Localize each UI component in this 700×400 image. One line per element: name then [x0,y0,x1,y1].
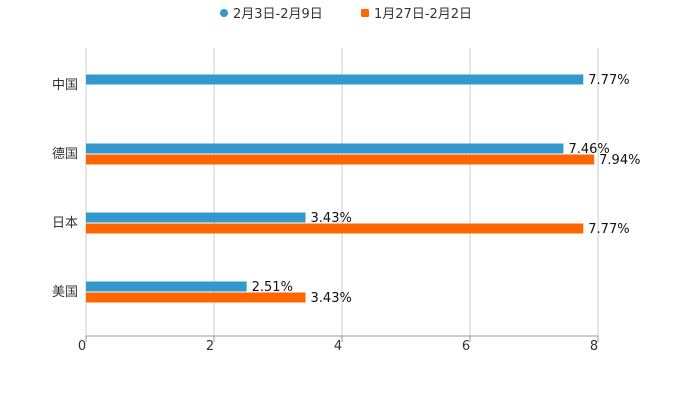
category-label: 德国 [52,147,78,162]
data-label: 2.51% [252,280,293,295]
bar-series1 [86,74,584,85]
bar-series1 [86,281,247,292]
legend: 2月3日-2月9日 1月27日-2月2日 [220,7,472,22]
x-tick-label: 8 [590,339,598,354]
data-label: 7.46% [568,142,609,157]
legend-marker-series2 [361,9,369,17]
data-label: 3.43% [311,211,352,226]
x-tick-label: 2 [206,339,214,354]
category-label: 中国 [52,78,78,93]
data-label: 7.94% [599,153,640,168]
legend-label[interactable]: 1月27日-2月2日 [374,7,472,22]
axes: 0 2 4 6 8 [78,335,599,354]
bar-series2 [86,292,306,303]
bar-series2 [86,223,584,234]
x-tick-label: 6 [462,339,470,354]
legend-label[interactable]: 2月3日-2月9日 [233,7,323,22]
x-tick-label: 4 [334,339,342,354]
category-label: 日本 [52,216,78,231]
category-label: 美国 [52,285,78,300]
bar-series1 [86,212,306,223]
legend-marker-series1 [220,9,228,17]
data-label: 7.77% [588,73,629,88]
bar-series2 [86,154,595,165]
bars-group [86,74,595,303]
data-label: 7.77% [588,222,629,237]
bar-series1 [86,143,564,154]
data-label: 3.43% [311,291,352,306]
x-tick-label: 0 [78,339,86,354]
